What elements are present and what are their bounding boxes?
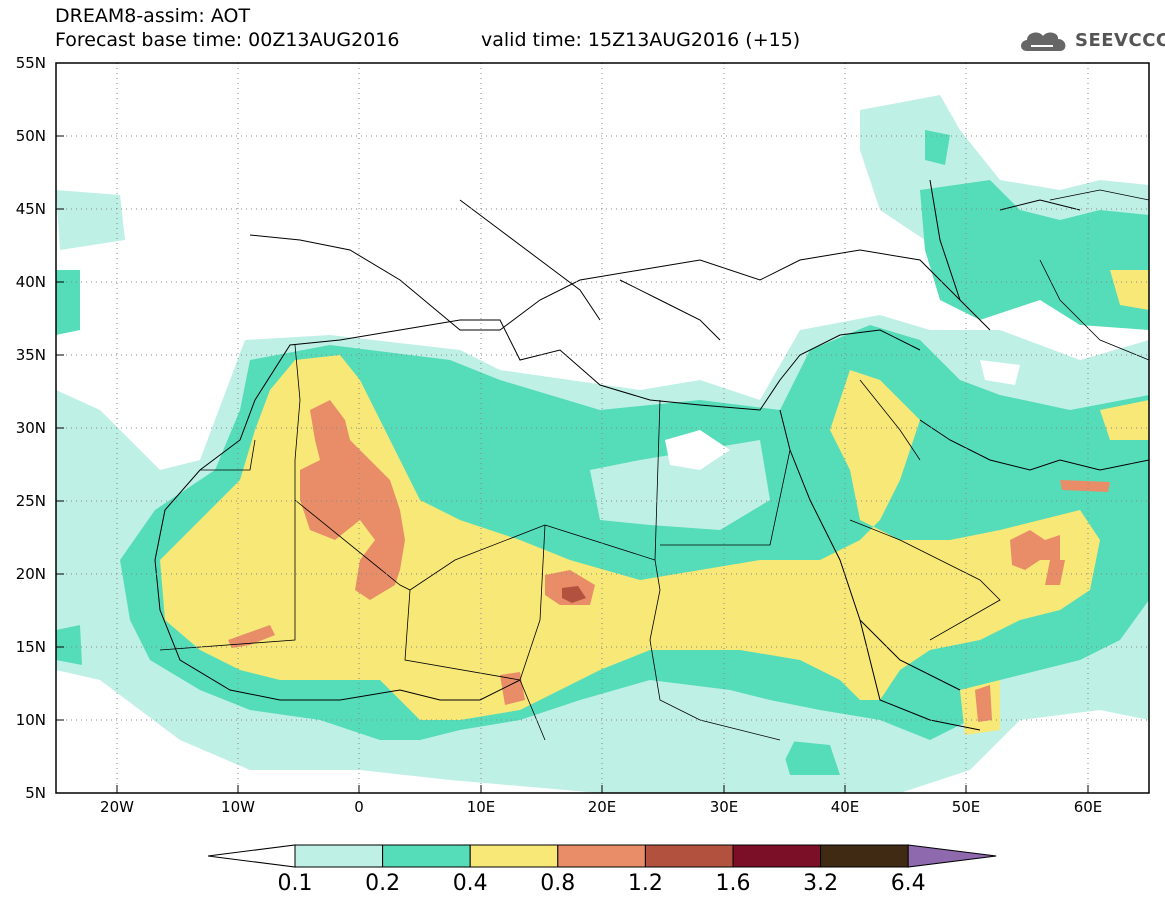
lat-label: 10N (16, 711, 46, 729)
lon-label: 30E (710, 798, 739, 816)
lon-label: 20E (588, 798, 617, 816)
lon-label: 0 (354, 798, 364, 816)
colorbar-label: 1.6 (716, 871, 751, 896)
colorbar-bin (294, 844, 384, 868)
lat-label: 40N (16, 273, 46, 291)
colorbar-label: 0.8 (540, 871, 575, 896)
cloud-logo-icon (1021, 32, 1066, 51)
lat-label: 30N (16, 419, 46, 437)
colorbar: 0.1 0.2 0.4 0.8 1.2 1.6 3.2 6.4 (207, 844, 997, 896)
colorbar-high-arrow (907, 844, 997, 868)
lon-label: 20W (100, 798, 134, 816)
colorbar-bin (469, 844, 559, 868)
gridlines (56, 63, 1149, 793)
lon-label: 40E (831, 798, 860, 816)
lat-label: 55N (16, 54, 46, 72)
colorbar-label: 0.4 (453, 871, 488, 896)
colorbar-bin (820, 844, 909, 868)
colorbar-bin (644, 844, 734, 868)
coastlines (154, 179, 1149, 731)
forecast-base-time: Forecast base time: 00Z13AUG2016 (55, 29, 400, 51)
colorbar-label: 1.2 (628, 871, 663, 896)
colorbar-label: 0.2 (365, 871, 400, 896)
colorbar-label: 3.2 (803, 871, 838, 896)
colorbar-low-arrow (207, 844, 296, 868)
lat-label: 15N (16, 638, 46, 656)
lon-labels: 20W 10W 0 10E 20E 30E 40E 50E 60E (100, 798, 1102, 816)
chart-title: DREAM8-assim: AOT (55, 5, 251, 27)
colorbar-bin (557, 844, 646, 868)
logo-text: SEEVCCC (1075, 29, 1165, 51)
lon-label: 50E (952, 798, 981, 816)
valid-time: valid time: 15Z13AUG2016 (+15) (481, 29, 801, 51)
lat-label: 35N (16, 346, 46, 364)
lon-label: 60E (1074, 798, 1103, 816)
lat-label: 50N (16, 127, 46, 145)
colorbar-bin (732, 844, 822, 868)
lat-label: 25N (16, 492, 46, 510)
lat-label: 5N (25, 784, 46, 802)
lon-label: 10W (221, 798, 255, 816)
colorbar-bin (382, 844, 471, 868)
lat-label: 45N (16, 200, 46, 218)
colorbar-label: 6.4 (891, 871, 926, 896)
lat-label: 20N (16, 565, 46, 583)
colorbar-label: 0.1 (278, 871, 313, 896)
lat-labels: 55N 50N 45N 40N 35N 30N 25N 20N 15N 10N … (16, 54, 46, 802)
seevccc-logo: SEEVCCC (1017, 26, 1165, 54)
lon-label: 10E (467, 798, 496, 816)
axis-ticks (56, 135, 1089, 793)
country-borders (159, 189, 1149, 741)
